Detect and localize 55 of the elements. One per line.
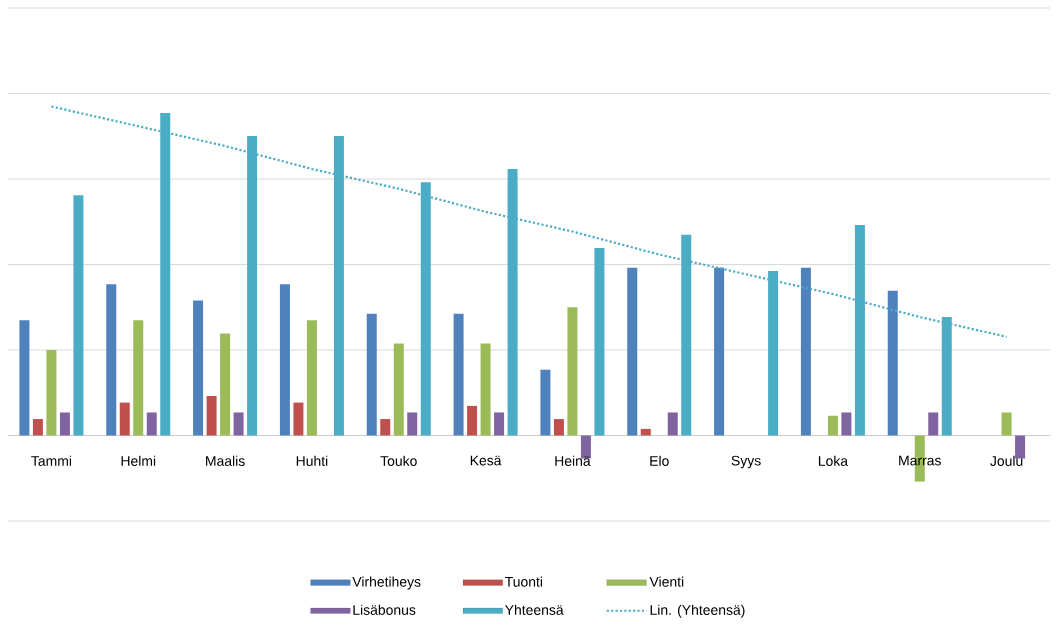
bar <box>1001 412 1012 436</box>
legend-label: Vienti <box>649 576 684 587</box>
bar <box>19 320 30 436</box>
bar <box>366 313 377 436</box>
x-tick-label: Loka <box>818 455 849 466</box>
bar <box>73 195 84 436</box>
bar <box>887 290 898 436</box>
x-tick-label: Helmi <box>121 455 156 466</box>
bar <box>279 284 290 436</box>
bar <box>827 415 838 436</box>
x-tick-label: Elo <box>650 455 669 466</box>
legend-label: Yhteensä <box>505 604 564 615</box>
x-tick-label: Kesä <box>470 455 502 466</box>
bar <box>393 343 404 436</box>
bar <box>640 428 651 436</box>
bar <box>380 419 391 436</box>
bar <box>32 419 43 436</box>
bar <box>540 369 551 436</box>
bar <box>193 300 204 436</box>
bar <box>800 267 811 436</box>
bar <box>293 402 304 436</box>
x-tick-label: Tammi <box>31 455 72 466</box>
x-tick-label: Syys <box>731 455 761 469</box>
bar <box>206 396 217 436</box>
legend-label: Lisäbonus <box>353 604 416 615</box>
bar <box>306 320 317 436</box>
bar <box>59 412 70 436</box>
x-tick-label: Huhti <box>296 455 328 466</box>
x-tick-label: Heinä <box>555 455 591 466</box>
bar <box>567 307 578 436</box>
bar <box>494 412 505 436</box>
bar <box>467 405 478 436</box>
bar <box>928 412 939 436</box>
bar <box>594 247 605 436</box>
bar <box>46 349 57 436</box>
legend-label: Virhetiheys <box>352 576 421 590</box>
bar <box>453 313 464 436</box>
bar <box>106 284 117 436</box>
bar <box>407 412 418 436</box>
bar <box>480 343 491 436</box>
bar <box>220 333 231 436</box>
bar <box>119 402 130 436</box>
bar <box>841 412 852 436</box>
bar <box>146 412 157 436</box>
bar <box>133 320 144 436</box>
x-tick-label: Maalis <box>206 455 245 466</box>
x-tick-label: Touko <box>380 455 417 466</box>
x-tick-label: Joulu <box>990 455 1023 466</box>
bar <box>553 419 564 436</box>
bar <box>667 412 678 436</box>
bar <box>233 412 244 436</box>
bar <box>714 267 725 436</box>
legend-label: Lin. (Yhteensä) <box>650 604 745 618</box>
legend-label: Tuonti <box>505 576 543 587</box>
bar <box>627 267 638 436</box>
